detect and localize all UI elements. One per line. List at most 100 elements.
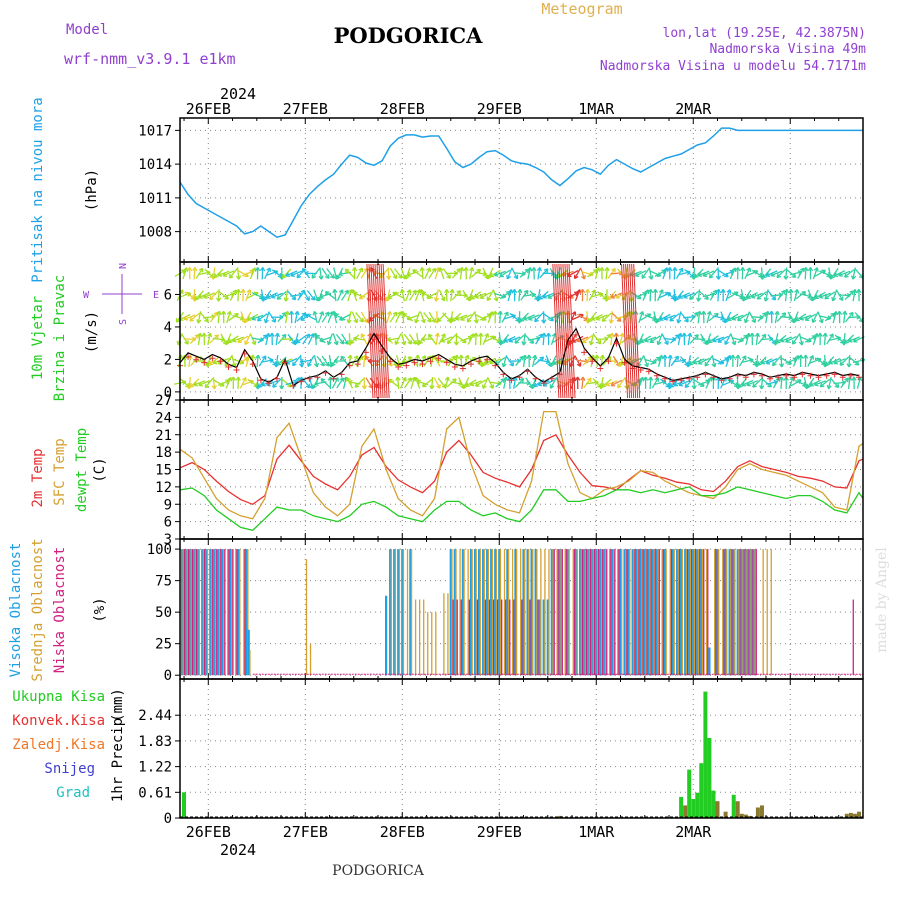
- wind-arrow-head: [509, 361, 514, 367]
- wind-arrow-head: [701, 310, 707, 316]
- wind-arrow: [799, 293, 812, 298]
- wind-arrow: [587, 269, 598, 278]
- wind-arrow: [353, 337, 366, 341]
- wind-arrow-head: [209, 295, 214, 301]
- wind-arrow-head: [244, 340, 250, 346]
- wind-arrow: [503, 376, 507, 389]
- wind-arrow: [543, 313, 554, 322]
- wind-arrow: [848, 354, 851, 368]
- wind-arrow-head: [460, 316, 465, 321]
- wind-arrow: [644, 336, 657, 342]
- wind-arrow: [687, 333, 691, 346]
- wind-arrow: [276, 356, 287, 366]
- wind-arrow-head: [743, 318, 749, 324]
- wind-arrow-head: [696, 297, 702, 302]
- wind-arrow: [487, 377, 494, 389]
- wind-arrow-head: [469, 381, 475, 387]
- wind-gust-marker: [831, 371, 838, 378]
- wind-arrow: [844, 269, 855, 278]
- wind-arrow-head: [741, 355, 747, 360]
- wind-arrow: [849, 356, 860, 366]
- wind-arrow-head: [463, 267, 469, 272]
- wind-arrow-head: [851, 376, 857, 381]
- precip-bar: [699, 763, 704, 818]
- wind-arrow: [460, 314, 472, 321]
- wind-arrow-head: [436, 384, 441, 389]
- wind-gust-marker: [306, 375, 313, 382]
- wind-arrow: [765, 380, 778, 385]
- wind-arrow: [812, 311, 819, 323]
- wind-gust-marker: [322, 369, 329, 376]
- wind-arrow: [793, 311, 799, 324]
- wind-arrow: [317, 311, 324, 324]
- wind-arrow: [193, 267, 196, 280]
- wind-arrow-head: [251, 340, 257, 346]
- wind-arrow-head: [822, 332, 828, 337]
- wind-arrow: [673, 289, 676, 302]
- strong-wind-mark: [560, 263, 568, 399]
- wind-arrow-head: [364, 355, 370, 361]
- wind-arrow-head: [266, 267, 271, 273]
- wind-arrow-head: [648, 275, 654, 280]
- wind-arrow: [447, 334, 457, 344]
- wind-arrow-head: [318, 275, 324, 280]
- wind-arrow: [228, 313, 239, 322]
- wind-arrow-head: [708, 273, 714, 279]
- wind-arrow-head: [338, 271, 343, 277]
- wind-arrow-head: [669, 383, 675, 388]
- wind-arrow-head: [217, 272, 223, 277]
- wind-arrow-head: [500, 339, 506, 345]
- wind-arrow: [507, 289, 513, 302]
- wind-arrow-head: [399, 288, 405, 294]
- wind-arrow: [784, 289, 788, 302]
- wind-arrow: [764, 289, 769, 302]
- y-tick-label: 2.44: [138, 708, 172, 724]
- wind-arrow: [431, 376, 434, 389]
- wind-arrow-head: [783, 275, 789, 280]
- strong-wind-mark: [556, 263, 564, 399]
- wind-arrow-head: [346, 319, 352, 324]
- wind-arrow-head: [279, 385, 285, 390]
- wind-arrow: [237, 357, 249, 365]
- wind-arrow: [799, 314, 812, 320]
- wind-arrow: [388, 378, 399, 388]
- wind-arrow: [812, 267, 819, 280]
- wind-arrow: [350, 355, 359, 367]
- wind-arrow-head: [257, 383, 263, 389]
- wind-arrow-head: [426, 267, 431, 272]
- wind-arrow: [481, 355, 490, 367]
- wind-arrow-head: [794, 289, 800, 294]
- wind-arrow: [224, 355, 233, 367]
- wind-arrow: [438, 289, 445, 301]
- wind-arrow: [360, 333, 368, 345]
- wind-arrow: [746, 380, 759, 386]
- precip-bar: [715, 801, 720, 818]
- wind-arrow: [761, 378, 772, 388]
- wind-arrow-head: [407, 339, 413, 345]
- wind-arrow: [722, 380, 734, 386]
- wind-arrow: [239, 377, 247, 389]
- wind-gust-marker: [484, 356, 491, 363]
- wind-arrow-head: [814, 294, 819, 299]
- wind-arrow: [212, 337, 225, 341]
- wind-arrow: [475, 379, 487, 387]
- wind-arrow: [669, 312, 680, 322]
- wind-arrow: [814, 291, 826, 299]
- wind-arrow-head: [669, 316, 674, 322]
- wind-arrow-head: [696, 310, 702, 316]
- wind-arrow-head: [639, 338, 645, 343]
- wind-arrow-head: [691, 385, 697, 390]
- wind-arrow-head: [458, 354, 464, 359]
- wind-arrow: [659, 292, 671, 299]
- strong-wind-mark: [552, 263, 560, 399]
- wind-arrow-head: [418, 339, 423, 345]
- wind-gust-marker: [783, 372, 790, 379]
- y-tick-label: 0: [164, 811, 172, 827]
- wind-arrow-head: [256, 316, 262, 322]
- wind-arrow-head: [576, 289, 582, 294]
- wind-arrow: [435, 333, 439, 346]
- wind-arrow: [347, 311, 352, 324]
- wind-arrow: [617, 377, 626, 389]
- wind-arrow: [641, 268, 650, 279]
